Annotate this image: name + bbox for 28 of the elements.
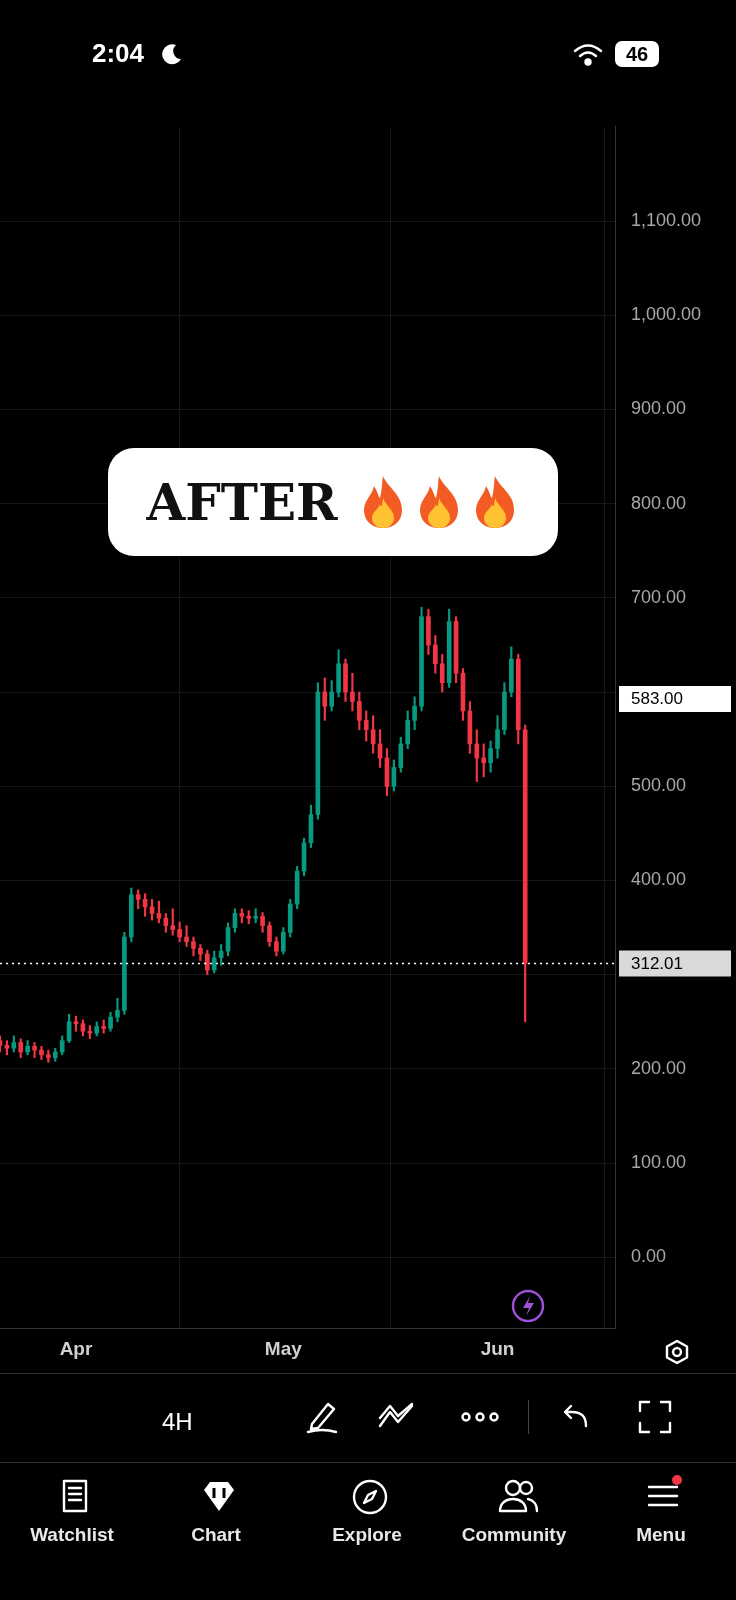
y-tick-label: 500.00	[631, 775, 687, 796]
text: Menu	[635, 1524, 687, 1546]
y-tick-label: 700.00	[631, 586, 687, 607]
candlestick	[115, 997, 120, 1023]
text: Chart	[190, 1524, 242, 1546]
battery-icon: 46	[615, 41, 659, 67]
text: Community	[460, 1524, 568, 1546]
title-card: AFTER	[108, 448, 558, 556]
x-tick-label: May	[264, 1337, 303, 1359]
text: Watchlist	[29, 1524, 115, 1546]
y-tick-label: 400.00	[631, 869, 687, 890]
x-tick-label: Apr	[59, 1337, 93, 1359]
y-tick-label: 0.00	[631, 1246, 667, 1267]
candlestick	[39, 1045, 44, 1060]
ref-line-label: 312.01	[631, 954, 683, 974]
y-tick-label: 800.00	[631, 492, 687, 513]
y-tick-label: 1,000.00	[631, 304, 702, 325]
text: 583.00	[619, 686, 731, 712]
text: 2:04	[92, 38, 145, 69]
y-tick-label: 200.00	[631, 1057, 687, 1078]
candlestick	[32, 1042, 37, 1058]
candlestick	[184, 925, 189, 947]
y-tick-label: 100.00	[631, 1152, 687, 1173]
y-tick-label: 1,100.00	[631, 209, 702, 230]
y-tick-label: 900.00	[631, 398, 687, 419]
text: Explore	[331, 1524, 403, 1546]
text: 4H	[162, 1408, 193, 1436]
x-tick-label: Jun	[480, 1337, 515, 1359]
